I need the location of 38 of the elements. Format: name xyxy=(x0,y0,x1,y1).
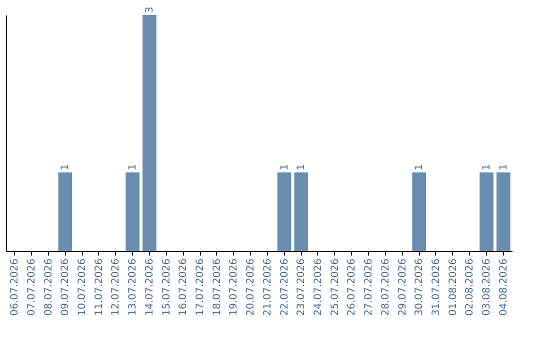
x-tick-label: 04.08.2026 xyxy=(498,258,510,316)
x-tick-label: 29.07.2026 xyxy=(397,258,408,316)
x-tick-label: 20.07.2026 xyxy=(246,258,257,316)
x-tick-label: 02.08.2026 xyxy=(464,258,476,316)
x-tick-label: 14.07.2026 xyxy=(144,258,156,316)
x-tick-label: 31.07.2026 xyxy=(430,258,442,316)
data-label: 1 xyxy=(498,164,510,170)
data-label: 3 xyxy=(144,6,156,13)
x-tick-label: 12.07.2026 xyxy=(110,258,122,316)
x-tick-label: 11.07.2026 xyxy=(94,258,105,316)
x-tick-label: 15.07.2026 xyxy=(161,258,172,316)
x-tick-label: 16.07.2026 xyxy=(178,258,190,316)
x-tick-label: 13.07.2026 xyxy=(128,258,139,316)
x-tick-label: 26.07.2026 xyxy=(346,258,358,316)
x-tick-label: 25.07.2026 xyxy=(330,258,341,316)
x-tick-label: 18.07.2026 xyxy=(212,258,223,316)
x-tick-label: 06.07.2026 xyxy=(10,258,21,316)
x-tick-label: 19.07.2026 xyxy=(228,258,240,316)
x-tick-label: 01.08.2026 xyxy=(448,258,459,316)
data-label: 1 xyxy=(482,164,493,170)
x-tick-label: 22.07.2026 xyxy=(279,258,290,316)
x-tick-label: 24.07.2026 xyxy=(312,258,324,316)
x-tick-label: 17.07.2026 xyxy=(195,258,206,316)
x-tick-label: 23.07.2026 xyxy=(296,258,308,316)
data-label: 1 xyxy=(414,164,426,170)
x-tick-label: 10.07.2026 xyxy=(77,258,88,316)
data-label: 1 xyxy=(279,164,290,170)
x-tick-label: 28.07.2026 xyxy=(380,258,392,316)
x-tick-label: 27.07.2026 xyxy=(364,258,375,316)
x-tick-label: 08.07.2026 xyxy=(43,258,54,316)
x-tick-label: 07.07.2026 xyxy=(26,258,38,316)
data-label: 1 xyxy=(60,164,72,170)
x-tick-label: 21.07.2026 xyxy=(262,258,274,316)
data-label: 1 xyxy=(296,164,308,170)
x-tick-label: 09.07.2026 xyxy=(60,258,72,316)
x-tick-label: 03.08.2026 xyxy=(482,258,493,316)
x-tick-label: 30.07.2026 xyxy=(414,258,426,316)
data-label: 1 xyxy=(128,164,139,170)
